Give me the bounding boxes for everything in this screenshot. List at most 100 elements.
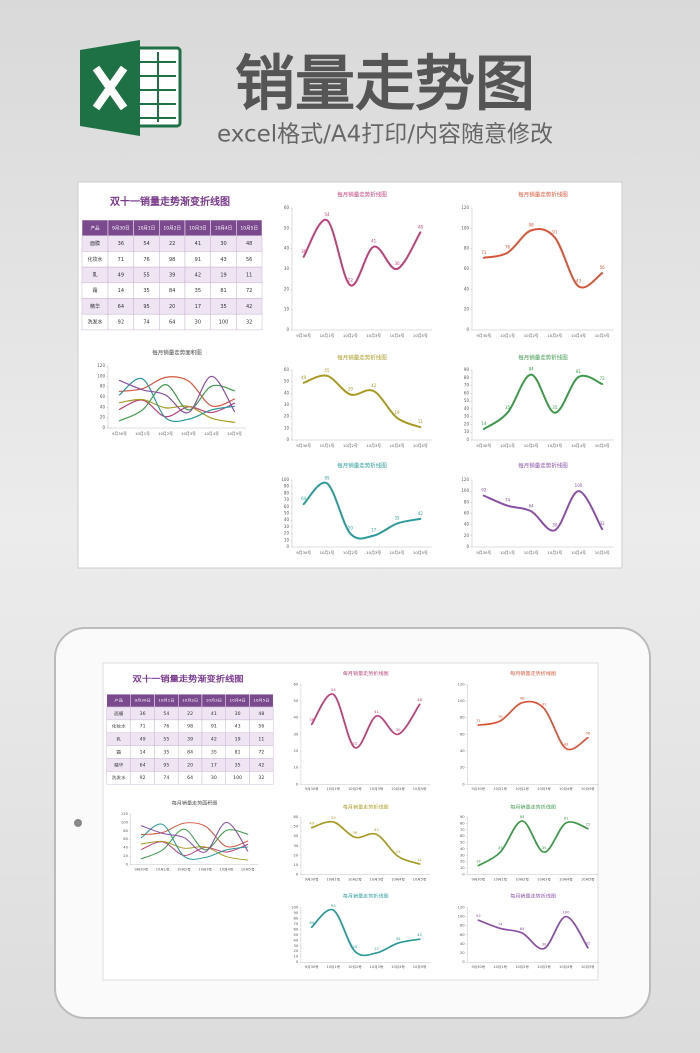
x-tick-label: 10月2号: [158, 431, 173, 436]
x-tick-label: 9月30号: [472, 786, 486, 791]
data-label: 74: [505, 498, 511, 503]
table-header-text: 10月5日: [253, 698, 269, 703]
x-tick-label: 10月1号: [326, 877, 340, 882]
y-tick-label: 20: [460, 951, 465, 955]
x-tick-label: 10月5号: [413, 333, 428, 338]
line-series: [140, 841, 249, 856]
table-cell-text: 11: [258, 737, 264, 743]
excel-icon: [80, 40, 182, 136]
tablet-camera: [74, 819, 82, 827]
table-cell-text: 面膜: [90, 240, 100, 247]
x-tick-label: 9月30号: [296, 550, 311, 555]
table-cell-text: 92: [140, 775, 146, 781]
x-tick-label: 10月5号: [581, 786, 595, 791]
table-cell-text: 36: [140, 711, 146, 717]
y-tick-label: 0: [296, 873, 298, 877]
table-cell-text: 洗发水: [112, 775, 127, 782]
y-tick-label: 40: [293, 834, 298, 838]
data-label: 35: [505, 405, 511, 410]
data-label: 55: [331, 816, 336, 820]
y-tick-label: 60: [464, 511, 470, 516]
y-tick-label: 60: [284, 205, 290, 210]
table-header-text: 9月30日: [135, 698, 151, 703]
table-cell-text: 洗发水: [87, 319, 102, 326]
table-header-text: 10月2日: [163, 225, 181, 231]
x-tick-label: 10月3号: [537, 877, 551, 882]
data-label: 14: [481, 421, 487, 426]
line-series: [302, 481, 422, 540]
x-tick-label: 9月30号: [112, 431, 127, 436]
table-cell-text: 76: [163, 724, 169, 730]
page-title: 销量走势图: [235, 50, 535, 120]
x-tick-label: 10月4号: [559, 877, 573, 882]
line-series: [140, 823, 249, 860]
table-cell-text: 19: [235, 737, 241, 743]
table-cell-text: 22: [187, 711, 193, 717]
table-cell-text: 95: [143, 304, 149, 310]
data-label: 72: [586, 823, 591, 827]
table-cell-text: 32: [258, 775, 264, 781]
y-tick-label: 20: [293, 949, 298, 953]
data-label: 100: [575, 483, 583, 488]
data-label: 54: [331, 688, 337, 692]
data-label: 19: [394, 410, 400, 415]
y-tick-label: 10: [284, 425, 290, 430]
y-tick-label: 10: [293, 955, 298, 959]
y-tick-label: 90: [293, 911, 298, 915]
x-tick-label: 9月30号: [296, 443, 311, 448]
table-cell-text: 98: [187, 724, 193, 730]
table-cell-text: 42: [195, 272, 201, 278]
data-label: 71: [476, 719, 481, 723]
x-tick-label: 10月1号: [500, 550, 515, 555]
table-cell-text: 95: [163, 763, 169, 769]
chart-title: 每月销量走势面积图: [172, 800, 218, 807]
y-tick-label: 120: [461, 205, 469, 210]
table-header-text: 10月2日: [182, 698, 198, 703]
x-tick-label: 10月2号: [348, 964, 362, 969]
y-tick-label: 10: [293, 863, 298, 867]
y-tick-label: 30: [284, 266, 290, 271]
x-tick-label: 10月1号: [320, 550, 335, 555]
line-series: [482, 228, 604, 289]
x-tick-label: 10月1号: [135, 431, 150, 436]
y-tick-label: 80: [100, 384, 106, 389]
x-tick-label: 10月3号: [370, 877, 384, 882]
y-tick-label: 30: [460, 854, 465, 858]
x-tick-label: 10月4号: [559, 786, 573, 791]
y-tick-label: 50: [293, 699, 298, 703]
table-cell-text: 43: [235, 724, 241, 730]
y-tick-label: 40: [293, 716, 298, 720]
table-cell-text: 20: [169, 304, 175, 310]
x-tick-label: 9月30号: [305, 786, 319, 791]
y-tick-label: 30: [464, 414, 470, 419]
table-cell-text: 48: [258, 711, 264, 717]
data-label: 64: [520, 927, 526, 931]
chart-title: 每月销量走势折线图: [343, 670, 389, 677]
chart-title: 每月销量走势折线图: [510, 893, 556, 900]
data-label: 30: [394, 261, 400, 266]
y-tick-label: 20: [284, 286, 290, 291]
data-label: 98: [529, 222, 535, 227]
chart-title: 每月销量走势折线图: [518, 354, 568, 362]
y-tick-label: 0: [466, 437, 469, 442]
y-tick-label: 0: [462, 782, 464, 786]
line-series: [477, 820, 589, 867]
table-cell-text: 14: [140, 750, 146, 756]
y-tick-label: 100: [281, 477, 289, 482]
table-cell-text: 54: [143, 241, 149, 247]
y-tick-label: 40: [464, 286, 470, 291]
y-tick-label: 40: [100, 404, 106, 409]
y-tick-label: 0: [286, 437, 289, 442]
x-tick-label: 10月3号: [181, 431, 196, 436]
y-tick-label: 30: [293, 844, 298, 848]
page-subtitle: excel格式/A4打印/内容随意修改: [217, 122, 553, 148]
y-tick-label: 100: [461, 225, 469, 230]
chart-title: 每月销量走势折线图: [337, 462, 387, 470]
data-label: 100: [562, 911, 569, 915]
x-tick-label: 10月2号: [177, 867, 191, 872]
y-tick-label: 40: [293, 938, 298, 942]
y-tick-label: 80: [460, 822, 465, 826]
data-label: 41: [371, 239, 377, 244]
y-tick-label: 20: [293, 749, 298, 753]
